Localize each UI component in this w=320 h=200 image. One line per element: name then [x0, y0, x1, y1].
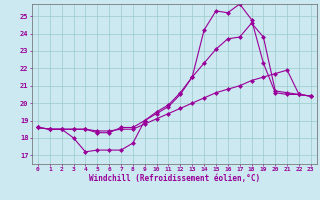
X-axis label: Windchill (Refroidissement éolien,°C): Windchill (Refroidissement éolien,°C) — [89, 174, 260, 183]
